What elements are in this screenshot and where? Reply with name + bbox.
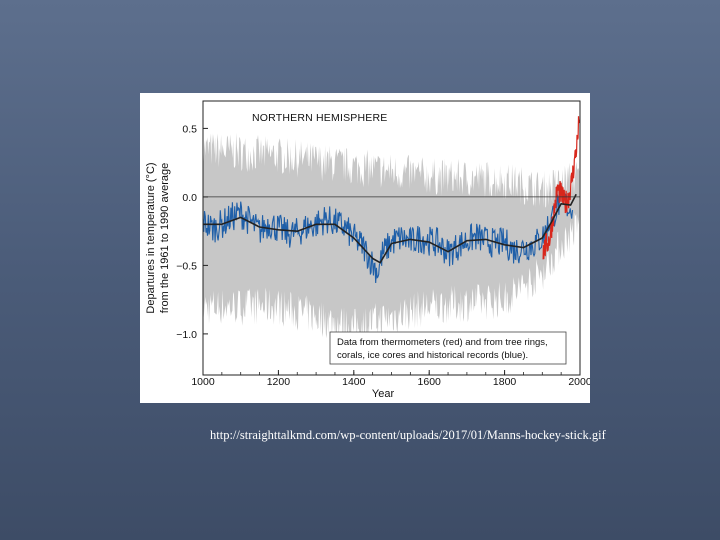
smoothed-series-line: [203, 193, 577, 264]
y-tick-label: −0.5: [176, 260, 197, 272]
uncertainty-band: [203, 132, 580, 344]
x-tick-label: 1600: [418, 376, 442, 388]
thermometer-series-line: [542, 116, 580, 260]
y-tick-label: 0.0: [182, 192, 197, 204]
uncertainty-band-layer: [203, 132, 580, 344]
annotation-line-1: Data from thermometers (red) and from tr…: [337, 337, 548, 348]
y-tick-label: −1.0: [176, 329, 197, 341]
annotation-line-2: corals, ice cores and historical records…: [337, 350, 528, 361]
x-tick-label: 1800: [493, 376, 517, 388]
x-tick-label: 1000: [191, 376, 215, 388]
x-axis: 1000 1200 1400 1600 1800 2000: [191, 370, 590, 388]
x-tick-label: 1400: [342, 376, 366, 388]
y-axis-title-line2: from the 1961 to 1990 average: [159, 163, 171, 313]
source-url-caption: http://straighttalkmd.com/wp-content/upl…: [210, 428, 606, 442]
y-tick-label: 0.5: [182, 123, 197, 135]
chart-figure: NORTHERN HEMISPHERE 1000 1200 1400 1600 1800…: [140, 93, 590, 403]
chart-title: NORTHERN HEMISPHERE: [252, 112, 387, 124]
y-axis-title-line1: Departures in temperature (°C): [145, 162, 157, 313]
x-tick-label: 1200: [267, 376, 291, 388]
annotation-box: [329, 331, 567, 365]
series-layer: [202, 116, 580, 284]
x-tick-label: 2000: [568, 376, 590, 388]
x-axis-title: Year: [372, 388, 395, 400]
hockey-stick-chart: NORTHERN HEMISPHERE 1000 1200 1400 1600 1800…: [145, 100, 590, 400]
y-axis: 0.5 0.0 −0.5 −1.0: [176, 123, 208, 341]
